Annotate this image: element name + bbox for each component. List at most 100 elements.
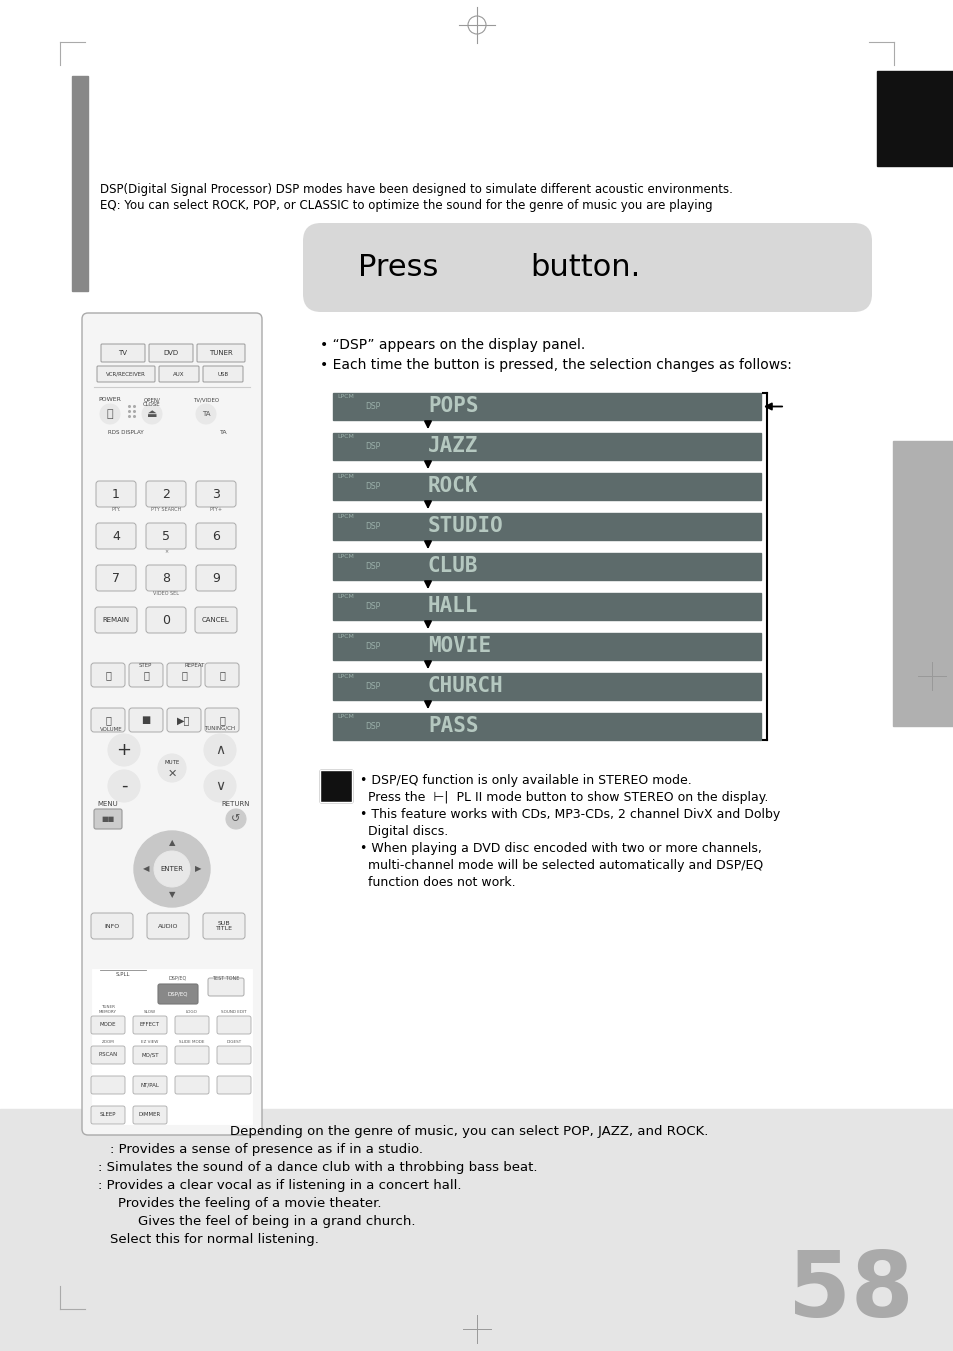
Text: 5: 5 xyxy=(162,530,170,543)
Text: VOLUME: VOLUME xyxy=(100,727,123,732)
Text: ⏏: ⏏ xyxy=(147,409,157,419)
Bar xyxy=(0,1109,953,1351)
FancyBboxPatch shape xyxy=(203,366,243,382)
Bar xyxy=(333,473,760,500)
FancyBboxPatch shape xyxy=(195,481,235,507)
Text: TUNER
MEMORY: TUNER MEMORY xyxy=(99,1005,117,1015)
Text: JAZZ: JAZZ xyxy=(428,436,478,457)
FancyBboxPatch shape xyxy=(91,1046,125,1065)
Text: • Each time the button is pressed, the selection changes as follows:: • Each time the button is pressed, the s… xyxy=(319,358,791,372)
Text: -: - xyxy=(121,777,127,794)
Bar xyxy=(333,513,760,540)
Text: : Simulates the sound of a dance club with a throbbing bass beat.: : Simulates the sound of a dance club wi… xyxy=(98,1161,537,1174)
Circle shape xyxy=(158,754,186,782)
Text: 0: 0 xyxy=(162,613,170,627)
Bar xyxy=(319,770,352,802)
Text: CLOSE: CLOSE xyxy=(143,403,161,407)
Text: ∧: ∧ xyxy=(214,743,225,757)
Text: 1: 1 xyxy=(112,488,120,500)
Text: ▼: ▼ xyxy=(169,890,175,900)
Text: : Provides a clear vocal as if listening in a concert hall.: : Provides a clear vocal as if listening… xyxy=(98,1179,461,1192)
FancyBboxPatch shape xyxy=(132,1046,167,1065)
FancyBboxPatch shape xyxy=(129,708,163,732)
FancyBboxPatch shape xyxy=(174,1075,209,1094)
Text: MENU: MENU xyxy=(97,801,118,807)
Text: DSP: DSP xyxy=(365,682,380,690)
FancyBboxPatch shape xyxy=(132,1075,167,1094)
FancyBboxPatch shape xyxy=(91,663,125,688)
FancyBboxPatch shape xyxy=(208,978,244,996)
Text: DSP: DSP xyxy=(365,403,380,411)
Text: LPCM: LPCM xyxy=(336,513,354,519)
Text: DSP/EQ: DSP/EQ xyxy=(168,992,188,997)
Text: ↺: ↺ xyxy=(231,815,240,824)
Text: +: + xyxy=(116,740,132,759)
Text: LPCM: LPCM xyxy=(336,394,354,399)
Bar xyxy=(333,634,760,661)
Text: ×: × xyxy=(164,549,168,554)
FancyBboxPatch shape xyxy=(205,708,239,732)
FancyBboxPatch shape xyxy=(167,663,201,688)
FancyBboxPatch shape xyxy=(91,708,125,732)
FancyBboxPatch shape xyxy=(96,481,136,507)
Text: EQ: You can select ROCK, POP, or CLASSIC to optimize the sound for the genre of : EQ: You can select ROCK, POP, or CLASSIC… xyxy=(100,199,712,212)
FancyBboxPatch shape xyxy=(216,1075,251,1094)
Text: DVD: DVD xyxy=(163,350,178,357)
Text: RETURN: RETURN xyxy=(221,801,250,807)
Bar xyxy=(333,593,760,620)
Text: POWER: POWER xyxy=(98,397,121,403)
Text: ◀: ◀ xyxy=(143,865,149,874)
Text: ▶: ▶ xyxy=(194,865,201,874)
FancyBboxPatch shape xyxy=(174,1046,209,1065)
FancyBboxPatch shape xyxy=(132,1016,167,1034)
FancyBboxPatch shape xyxy=(91,913,132,939)
FancyBboxPatch shape xyxy=(82,313,262,1135)
Text: Depending on the genre of music, you can select POP, JAZZ, and ROCK.: Depending on the genre of music, you can… xyxy=(230,1125,708,1138)
Circle shape xyxy=(108,734,140,766)
Bar xyxy=(71,76,88,290)
Text: TV: TV xyxy=(118,350,128,357)
Text: LOGO: LOGO xyxy=(186,1011,197,1015)
Text: MODE: MODE xyxy=(100,1023,116,1028)
Text: • This feature works with CDs, MP3-CDs, 2 channel DivX and Dolby: • This feature works with CDs, MP3-CDs, … xyxy=(359,808,780,821)
FancyBboxPatch shape xyxy=(146,481,186,507)
FancyBboxPatch shape xyxy=(174,1016,209,1034)
FancyBboxPatch shape xyxy=(216,1016,251,1034)
Text: CANCEL: CANCEL xyxy=(202,617,230,623)
Text: button.: button. xyxy=(530,253,639,282)
Text: POPS: POPS xyxy=(428,396,478,416)
Text: TUNER: TUNER xyxy=(209,350,233,357)
FancyBboxPatch shape xyxy=(101,345,145,362)
Text: PASS: PASS xyxy=(428,716,478,736)
Text: Press: Press xyxy=(357,253,438,282)
Circle shape xyxy=(100,404,120,424)
Text: 4: 4 xyxy=(112,530,120,543)
Text: DSP(Digital Signal Processor) DSP modes have been designed to simulate different: DSP(Digital Signal Processor) DSP modes … xyxy=(100,182,732,196)
Text: LPCM: LPCM xyxy=(336,594,354,598)
Text: • “DSP” appears on the display panel.: • “DSP” appears on the display panel. xyxy=(319,338,584,353)
FancyBboxPatch shape xyxy=(203,913,245,939)
FancyBboxPatch shape xyxy=(149,345,193,362)
FancyBboxPatch shape xyxy=(129,663,163,688)
Text: DSP/EQ: DSP/EQ xyxy=(169,975,187,981)
Text: CHURCH: CHURCH xyxy=(428,677,503,697)
Text: 9: 9 xyxy=(212,571,220,585)
Text: LPCM: LPCM xyxy=(336,434,354,439)
Text: SLOW: SLOW xyxy=(144,1011,156,1015)
Bar xyxy=(892,440,953,725)
Text: Gives the feel of being in a grand church.: Gives the feel of being in a grand churc… xyxy=(138,1215,416,1228)
Text: ∨: ∨ xyxy=(214,780,225,793)
Text: ■■: ■■ xyxy=(101,816,114,821)
Text: TA: TA xyxy=(201,411,210,417)
Text: multi-channel mode will be selected automatically and DSP/EQ: multi-channel mode will be selected auto… xyxy=(359,859,762,871)
Text: AUX: AUX xyxy=(173,372,185,377)
Text: 3: 3 xyxy=(212,488,220,500)
Text: OPEN/: OPEN/ xyxy=(143,397,160,403)
Text: 58: 58 xyxy=(787,1248,913,1336)
Text: S.PLL: S.PLL xyxy=(115,971,131,977)
Text: VIDEO SEL: VIDEO SEL xyxy=(152,590,179,596)
Text: Select this for normal listening.: Select this for normal listening. xyxy=(110,1233,318,1246)
FancyBboxPatch shape xyxy=(91,1106,125,1124)
Text: MOVIE: MOVIE xyxy=(428,636,491,657)
Text: ▶⎯: ▶⎯ xyxy=(177,715,191,725)
